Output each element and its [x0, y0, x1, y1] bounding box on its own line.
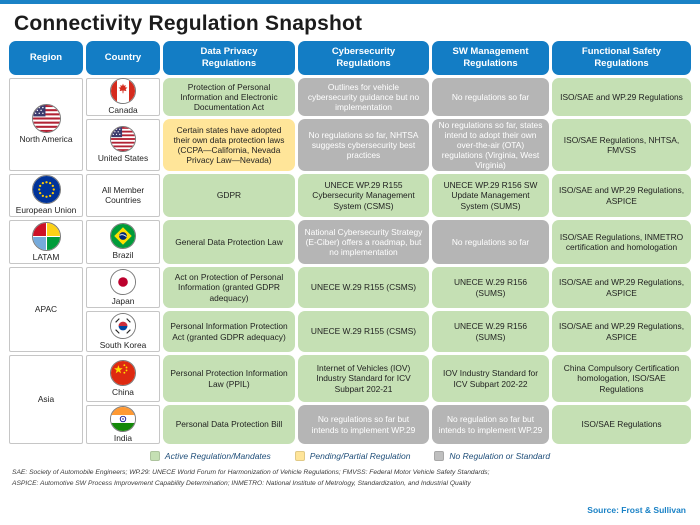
country-label: South Korea [99, 339, 147, 350]
top-accent-bar [0, 0, 700, 4]
region-cell-european-union: European Union [9, 174, 83, 217]
canada-flag-icon [110, 78, 136, 105]
sw-management-cell: No regulations so far [432, 220, 549, 264]
region-label: Asia [37, 393, 55, 404]
sw-management-cell: UNECE W.29 R156 (SUMS) [432, 311, 549, 352]
privacy-cell: GDPR [163, 174, 295, 217]
china-flag-icon [110, 359, 136, 386]
no-regulation-swatch-icon [434, 451, 445, 461]
country-cell-india: India [86, 405, 160, 444]
india-flag-icon [110, 405, 136, 432]
active-regulation-swatch-icon [149, 451, 160, 461]
us-flag-icon [31, 104, 61, 134]
eu-flag-icon [31, 175, 61, 205]
pending-regulation-swatch-icon [294, 451, 305, 461]
privacy-cell: Personal Data Protection Bill [163, 405, 295, 444]
functional-safety-cell: China Compulsory Certification homologat… [552, 355, 691, 402]
region-label: North America [19, 134, 73, 145]
region-label: European Union [15, 205, 77, 216]
sw-management-cell: No regulations so far, states intend to … [432, 119, 549, 171]
sw-management-cell: No regulations so far [432, 78, 549, 116]
functional-safety-cell: ISO/SAE Regulations, NHTSA, FMVSS [552, 119, 691, 171]
legend-label: Pending/Partial Regulation [309, 451, 411, 461]
cybersecurity-cell: UNECE W.29 R155 (CSMS) [298, 267, 429, 308]
privacy-cell: Act on Protection of Personal Informatio… [163, 267, 295, 308]
brazil-flag-icon [110, 223, 136, 250]
sw-management-cell: No regulation so far but intends to impl… [432, 405, 549, 444]
japan-flag-icon [110, 268, 136, 295]
functional-safety-cell: ISO/SAE Regulations, INMETRO certificati… [552, 220, 691, 264]
privacy-cell: Personal Protection Information Law (PPI… [163, 355, 295, 402]
region-cell-north-america: North America [9, 78, 83, 171]
cybersecurity-cell: UNECE WP.29 R155 Cybersecurity Managemen… [298, 174, 429, 217]
country-cell-eu-members: All Member Countries [86, 174, 160, 217]
functional-safety-cell: ISO/SAE and WP.29 Regulations, ASPICE [552, 311, 691, 352]
functional-safety-cell: ISO/SAE and WP.29 Regulations, ASPICE [552, 174, 691, 217]
cybersecurity-cell: Outlines for vehicle cybersecurity guida… [298, 78, 429, 116]
privacy-cell: Personal Information Protection Act (gra… [163, 311, 295, 352]
footnote-line-2: ASPICE: Automotive SW Process Improvemen… [12, 479, 471, 487]
functional-safety-cell: ISO/SAE and WP.29 Regulations [552, 78, 691, 116]
source-attribution: Source: Frost & Sullivan [587, 505, 686, 515]
region-cell-latam: LATAM [9, 220, 83, 264]
country-label: Japan [111, 295, 135, 306]
regulation-table: Region Country Data Privacy Regulations … [9, 41, 691, 444]
latam-flags-icon [31, 221, 61, 251]
region-cell-apac: APAC [9, 267, 83, 352]
legend: Active Regulation/Mandates Pending/Parti… [0, 451, 700, 461]
legend-label: Active Regulation/Mandates [164, 451, 271, 461]
country-cell-united-states: United States [86, 119, 160, 171]
functional-safety-cell: ISO/SAE and WP.29 Regulations, ASPICE [552, 267, 691, 308]
sw-management-cell: UNECE WP.29 R156 SW Update Management Sy… [432, 174, 549, 217]
country-cell-brazil: Brazil [86, 220, 160, 264]
cybersecurity-cell: No regulations so far, NHTSA suggests cy… [298, 119, 429, 171]
country-cell-canada: Canada [86, 78, 160, 116]
south-korea-flag-icon [110, 312, 136, 339]
column-header-data-privacy: Data Privacy Regulations [163, 41, 295, 75]
legend-item-none: No Regulation or Standard [434, 451, 550, 461]
privacy-cell: General Data Protection Law [163, 220, 295, 264]
country-label: India [113, 432, 133, 443]
functional-safety-cell: ISO/SAE Regulations [552, 405, 691, 444]
country-cell-south-korea: South Korea [86, 311, 160, 352]
sw-management-cell: UNECE W.29 R156 (SUMS) [432, 267, 549, 308]
legend-label: No Regulation or Standard [449, 451, 551, 461]
country-label: China [112, 386, 134, 397]
country-label: United States [97, 153, 149, 164]
country-cell-china: China [86, 355, 160, 402]
country-label: Canada [108, 105, 138, 116]
legend-item-pending: Pending/Partial Regulation [294, 451, 411, 461]
sw-management-cell: IOV Industry Standard for ICV Subpart 20… [432, 355, 549, 402]
cybersecurity-cell: Internet of Vehicles (IOV) Industry Stan… [298, 355, 429, 402]
cybersecurity-cell: UNECE W.29 R155 (CSMS) [298, 311, 429, 352]
column-header-region: Region [9, 41, 83, 75]
footnote-line-1: SAE: Society of Automobile Engineers; WP… [12, 469, 490, 476]
column-header-cybersecurity: Cybersecurity Regulations [298, 41, 429, 75]
cybersecurity-cell: National Cybersecurity Strategy (E-Ciber… [298, 220, 429, 264]
us-flag-icon [110, 126, 136, 153]
country-cell-japan: Japan [86, 267, 160, 308]
page-title: Connectivity Regulation Snapshot [14, 12, 363, 35]
column-header-functional-safety: Functional Safety Regulations [552, 41, 691, 75]
footnotes: SAE: Society of Automobile Engineers; WP… [12, 468, 572, 489]
column-header-sw-management: SW Management Regulations [432, 41, 549, 75]
region-label: LATAM [32, 251, 60, 262]
privacy-cell: Certain states have adopted their own da… [163, 119, 295, 171]
region-cell-asia: Asia [9, 355, 83, 444]
country-label: Brazil [112, 250, 134, 261]
region-label: APAC [34, 303, 58, 314]
cybersecurity-cell: No regulations so far but intends to imp… [298, 405, 429, 444]
column-header-country: Country [86, 41, 160, 75]
country-label: All Member Countries [101, 184, 145, 205]
legend-item-active: Active Regulation/Mandates [149, 451, 271, 461]
privacy-cell: Protection of Personal Information and E… [163, 78, 295, 116]
